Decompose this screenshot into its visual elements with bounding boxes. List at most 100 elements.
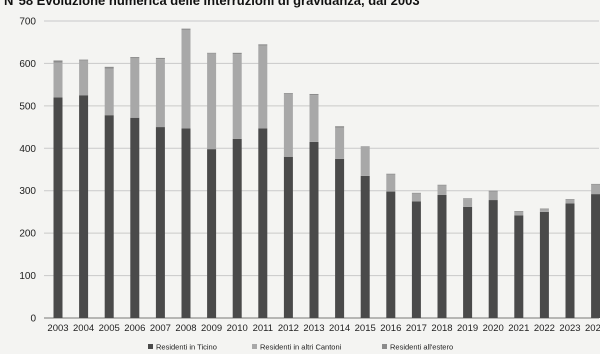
x-tick-label: 2023	[559, 323, 580, 334]
bar-segment	[207, 52, 217, 54]
bar-segment	[488, 200, 498, 318]
x-tick-label: 2017	[406, 323, 427, 334]
y-tick-label: 600	[19, 59, 36, 70]
bar-segment	[591, 194, 600, 318]
bar-segment	[463, 206, 473, 318]
bar-segment	[514, 211, 524, 216]
x-tick-label: 2022	[534, 323, 555, 334]
bar-segment	[207, 53, 217, 150]
bar-segment	[514, 211, 524, 212]
bar-segment	[283, 156, 293, 318]
bar-segment	[360, 175, 370, 318]
bar-segment	[130, 57, 140, 59]
x-tick-label: 2010	[227, 323, 248, 334]
x-tick-label: 2012	[278, 323, 299, 334]
legend-label: Residenti all'estero	[390, 343, 453, 352]
bar-segment	[411, 193, 421, 202]
bar-segment	[335, 158, 345, 318]
bar-segment	[539, 208, 549, 210]
bar-segment	[104, 115, 114, 318]
y-tick-label: 300	[19, 186, 36, 197]
bar-segment	[232, 54, 242, 139]
chart-title: N°58 Evoluzione numerica delle interruzi…	[4, 0, 420, 8]
bar-segment	[232, 52, 242, 55]
x-tick-label: 2004	[73, 323, 94, 334]
bar-segment	[411, 192, 421, 194]
x-tick-label: 2019	[457, 323, 478, 334]
bar-segment	[386, 173, 396, 175]
bar-segment	[488, 190, 498, 192]
y-tick-label: 700	[19, 17, 36, 28]
bar-segment	[283, 93, 293, 94]
bar-segment	[309, 95, 319, 142]
bar-segment	[258, 45, 268, 129]
bar-segment	[258, 44, 268, 46]
bar-segment	[565, 200, 575, 204]
bar-segment	[591, 184, 600, 195]
x-tick-label: 2013	[303, 323, 324, 334]
bar-segment	[437, 194, 447, 318]
bar-segment	[591, 183, 600, 185]
bar-segment	[104, 68, 114, 116]
bar-segment	[463, 198, 473, 200]
bar-segment	[309, 141, 319, 318]
x-tick-label: 2016	[380, 323, 401, 334]
bar-segment	[130, 117, 140, 318]
x-tick-label: 2021	[508, 323, 529, 334]
bar-segment	[514, 215, 524, 318]
bar-segment	[437, 185, 447, 195]
bar-segment	[335, 127, 345, 159]
bar-segment	[386, 191, 396, 318]
x-tick-label: 2015	[355, 323, 376, 334]
x-tick-label: 2020	[483, 323, 504, 334]
bars	[53, 28, 600, 318]
bar-segment	[130, 58, 140, 118]
x-tick-label: 2014	[329, 323, 350, 334]
bar-segment	[463, 199, 473, 207]
bar-segment	[53, 60, 63, 63]
x-tick-label: 2008	[175, 323, 196, 334]
x-tick-label: 2024	[585, 323, 600, 334]
bar-segment	[79, 95, 89, 318]
bar-segment	[258, 128, 268, 318]
y-tick-label: 100	[19, 271, 36, 282]
bar-segment	[283, 93, 293, 157]
bar-segment	[53, 97, 63, 318]
bar-segment	[437, 184, 447, 186]
y-axis: 0 100 200 300 400 500 600 700	[19, 17, 36, 325]
bar-segment	[79, 59, 89, 61]
x-tick-label: 2011	[253, 323, 273, 334]
x-tick-label: 2005	[99, 323, 120, 334]
x-tick-label: 2018	[431, 323, 452, 334]
bar-segment	[155, 57, 165, 60]
bar-segment	[79, 60, 89, 96]
legend-swatch	[148, 344, 153, 349]
bar-segment	[565, 199, 575, 201]
bar-segment	[181, 28, 191, 30]
x-tick-label: 2007	[150, 323, 171, 334]
legend-label: Residenti in altri Cantoni	[260, 343, 342, 352]
bar-segment	[155, 59, 165, 128]
bar-segment	[565, 203, 575, 318]
bar-segment	[539, 211, 549, 318]
bar-segment	[207, 149, 217, 318]
x-tick-label: 2003	[47, 323, 68, 334]
bar-segment	[411, 201, 421, 318]
y-tick-label: 500	[19, 101, 36, 112]
y-tick-label: 400	[19, 144, 36, 155]
legend-swatch	[382, 344, 387, 349]
bar-segment	[232, 138, 242, 318]
bar-segment	[181, 128, 191, 318]
bar-segment	[335, 126, 345, 128]
bar-segment	[386, 174, 396, 192]
bar-segment	[488, 191, 498, 201]
bar-segment	[539, 209, 549, 212]
legend-label: Residenti in Ticino	[156, 343, 217, 352]
bar-segment	[360, 146, 370, 176]
y-tick-label: 0	[30, 314, 36, 325]
bar-segment	[53, 62, 63, 98]
bar-segment	[155, 127, 165, 318]
x-tick-label: 2006	[124, 323, 145, 334]
bar-segment	[309, 93, 319, 96]
